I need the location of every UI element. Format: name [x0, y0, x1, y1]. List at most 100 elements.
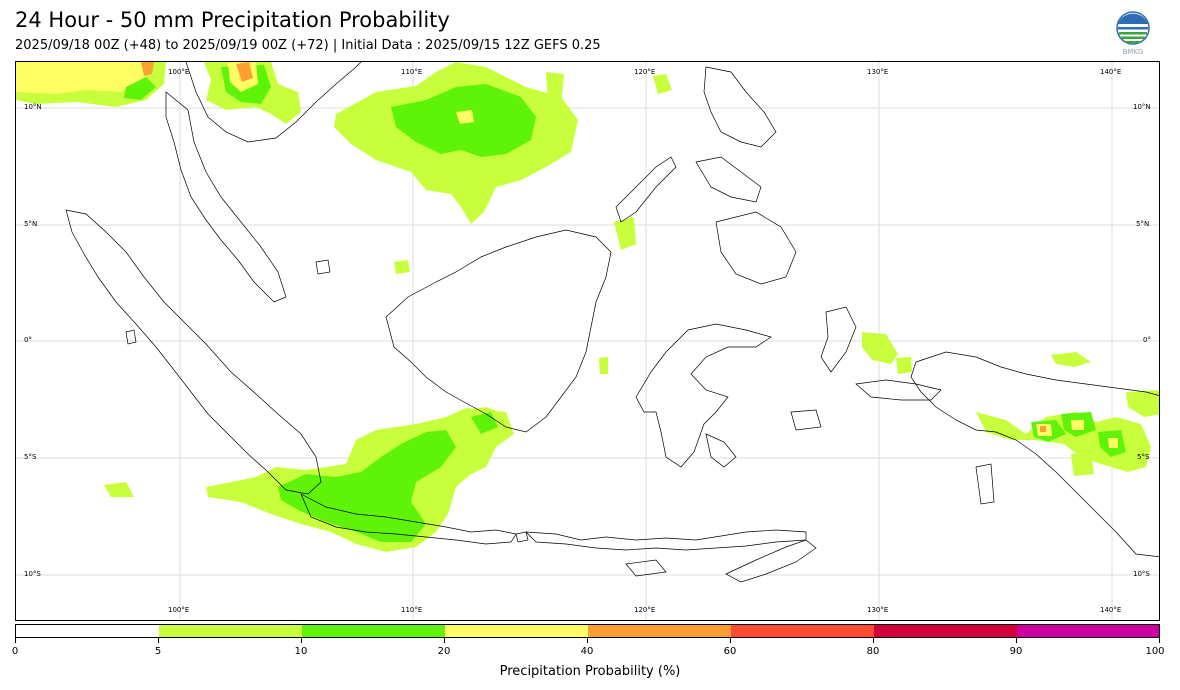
lat-label-right-5n: 5°N [1136, 220, 1150, 228]
lon-label-bottom-110e: 110°E [401, 606, 423, 614]
colorbar-tick-label-0: 0 [11, 646, 19, 657]
prob-area-papua-yellow-3 [1108, 438, 1118, 448]
lat-label-right-eq: 0° [1143, 336, 1151, 344]
colorbar-tick [444, 638, 445, 643]
bmkg-logo-icon: BMKG [1116, 11, 1150, 56]
colorbar-segment-40-60 [588, 625, 731, 637]
lat-label-right-10n: 10°N [1133, 103, 1151, 111]
prob-area-papua-se [1071, 452, 1094, 476]
prob-area-papua-n [1051, 352, 1091, 367]
prob-area-patch-4 [104, 482, 134, 497]
lon-label-top-110e: 110°E [401, 68, 423, 76]
coast-timor [725, 539, 817, 583]
colorbar-tick-label-10: 10 [294, 646, 308, 657]
coast-sumatra [65, 209, 322, 495]
lon-label-bottom-100e: 100°E [168, 606, 190, 614]
colorbar-segment-5-10 [159, 625, 302, 637]
lat-label-right-5s: 5°S [1137, 453, 1150, 461]
colorbar-tick [301, 638, 302, 643]
prob-area-halmahera-2 [896, 357, 912, 374]
prob-area-java-green [278, 430, 456, 542]
colorbar-segment-10-20 [302, 625, 445, 637]
colorbar-tick [1159, 638, 1160, 643]
coast-palawan [615, 156, 677, 223]
coast-java [300, 493, 517, 545]
colorbar-tick [730, 638, 731, 643]
colorbar [15, 624, 1160, 638]
coast-aru [975, 463, 995, 505]
prob-area-scs-yellow [456, 110, 474, 124]
prob-area-patch-3 [599, 357, 608, 374]
colorbar-tick [873, 638, 874, 643]
coast-sumba [625, 559, 667, 577]
colorbar-tick-label-90: 90 [1009, 646, 1023, 657]
prob-area-halmahera [862, 332, 898, 364]
coast-philippines-visayas [695, 156, 762, 203]
colorbar-segment-0-5 [16, 625, 159, 637]
colorbar-segment-60-80 [731, 625, 874, 637]
prob-area-papua-east [1126, 390, 1159, 417]
coastlines [65, 62, 1159, 583]
map-canvas [16, 62, 1159, 620]
lon-label-top-120e: 120°E [634, 68, 656, 76]
coast-halmahera [820, 306, 857, 373]
colorbar-title: Precipitation Probability (%) [499, 664, 681, 679]
prob-area-papua-orange [1040, 426, 1046, 432]
coast-seram [855, 379, 942, 401]
map-title: 24 Hour - 50 mm Precipitation Probabilit… [15, 8, 450, 32]
colorbar-tick-label-20: 20 [437, 646, 451, 657]
coast-sulawesi-se [705, 433, 737, 468]
colorbar-segment-80-90 [874, 625, 1017, 637]
lat-label-left-5s: 5°S [24, 453, 37, 461]
prob-area-scs-east [546, 72, 564, 107]
colorbar-tick-label-100: 100 [1145, 646, 1165, 657]
colorbar-tick-label-40: 40 [580, 646, 594, 657]
coast-philippines-luzon [703, 66, 777, 148]
coast-malay [165, 91, 287, 303]
coast-indochina [185, 62, 362, 143]
colorbar-tick [587, 638, 588, 643]
colorbar-segment-90-100 [1017, 625, 1159, 637]
coast-bali [515, 531, 529, 543]
coast-buru [790, 409, 822, 431]
colorbar-tick-label-80: 80 [866, 646, 880, 657]
lon-label-top-130e: 130°E [867, 68, 889, 76]
prob-area-nw-yellow [16, 62, 151, 94]
coast-natuna [315, 259, 331, 275]
colorbar-segment-20-40 [445, 625, 588, 637]
lon-label-top-140e: 140°E [1100, 68, 1122, 76]
prob-area-nw-orange [141, 62, 154, 76]
lon-label-bottom-130e: 130°E [867, 606, 889, 614]
coast-nicobar [125, 329, 137, 345]
colorbar-tick [158, 638, 159, 643]
lat-label-left-5n: 5°N [24, 220, 38, 228]
lon-label-bottom-120e: 120°E [634, 606, 656, 614]
prob-area-patch-5 [653, 74, 672, 94]
bmkg-logo: BMKG [1113, 10, 1153, 56]
lon-label-top-100e: 100°E [168, 68, 190, 76]
colorbar-tick [15, 638, 16, 643]
coast-sulawesi [635, 323, 772, 468]
map-subtitle: 2025/09/18 00Z (+48) to 2025/09/19 00Z (… [15, 38, 601, 53]
colorbar-tick-label-60: 60 [723, 646, 737, 657]
map-panel: 100°E 110°E 120°E 130°E 140°E 100°E 110°… [15, 61, 1160, 621]
coast-borneo [385, 229, 612, 433]
prob-area-papua [976, 412, 1151, 472]
lat-label-right-10s: 10°S [1133, 570, 1150, 578]
coast-papua [910, 351, 1159, 558]
prob-area-papua-yellow-2 [1071, 420, 1084, 430]
colorbar-tick-label-5: 5 [154, 646, 162, 657]
prob-area-indochina-orange [236, 62, 253, 82]
probability-areas [16, 62, 1159, 552]
prob-area-nw-green [124, 77, 156, 100]
prob-area-patch-2 [394, 260, 410, 274]
lon-label-bottom-140e: 140°E [1100, 606, 1122, 614]
prob-area-patch-1 [614, 217, 636, 250]
logo-text: BMKG [1123, 48, 1144, 56]
colorbar-tick [1016, 638, 1017, 643]
gridlines [16, 62, 1159, 620]
lat-label-left-10s: 10°S [24, 570, 41, 578]
lat-label-left-eq: 0° [24, 336, 32, 344]
coast-nusa-1 [525, 529, 807, 551]
lat-label-left-10n: 10°N [24, 103, 42, 111]
